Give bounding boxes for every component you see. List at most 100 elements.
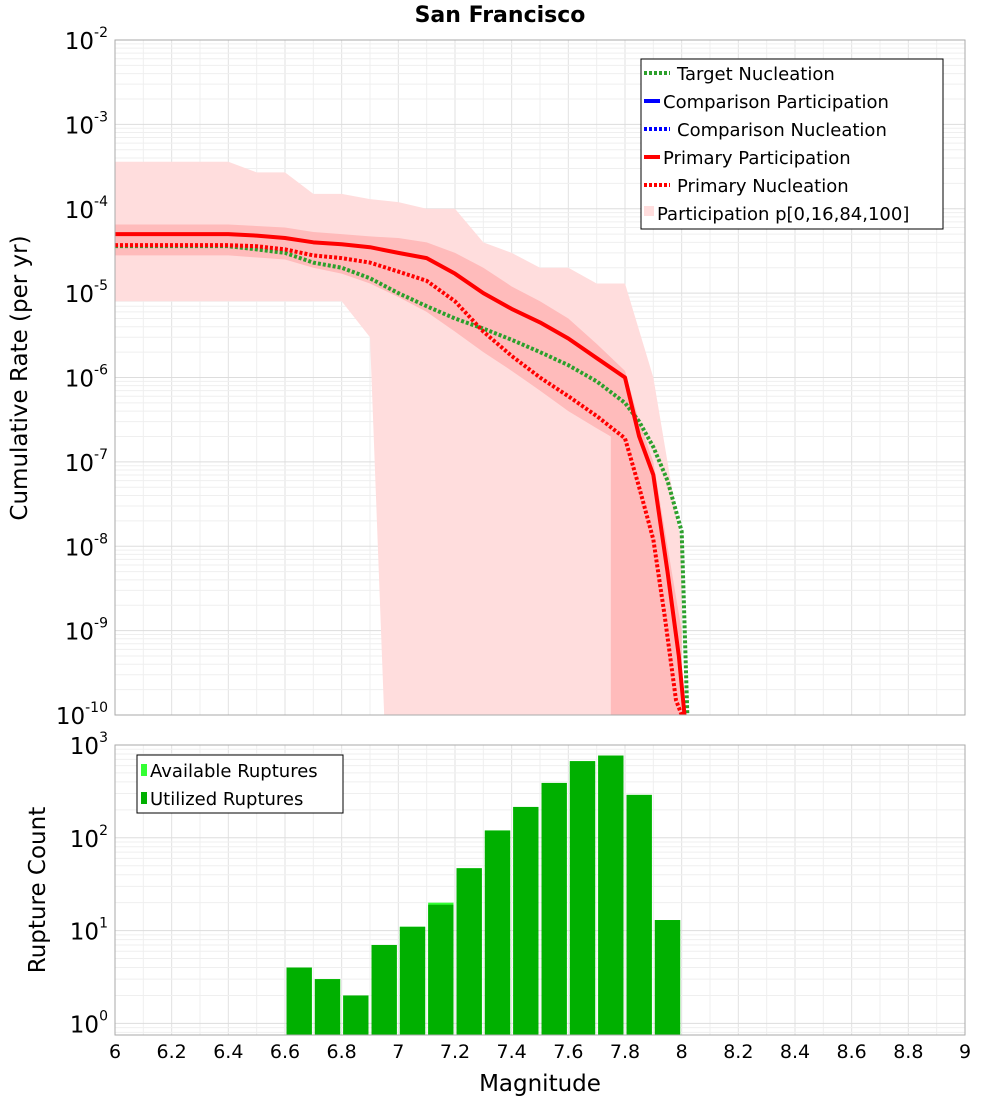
x-tick-label: 8.2 (723, 1041, 753, 1063)
count-y-axis-label: Rupture Count (25, 807, 51, 973)
bar-utilized-ruptures (654, 920, 681, 1035)
bar-utilized-ruptures (428, 904, 454, 1035)
rate-y-axis-label: Cumulative Rate (per yr) (7, 235, 33, 520)
legend-label-participation-bands: Participation p[0,16,84,100] (657, 204, 909, 225)
rate-y-tick-label: 10-3 (65, 109, 108, 139)
rate-y-tick-label: 10-5 (65, 278, 108, 308)
rate-y-tick-label-base: 10 (56, 704, 85, 730)
rupture-bars (286, 755, 681, 1035)
bar-utilized-ruptures (626, 794, 652, 1035)
x-tick-label: 6.6 (270, 1041, 300, 1063)
rate-y-tick-label-base: 10 (65, 535, 94, 561)
rate-y-tick-label-exponent: -4 (94, 194, 108, 210)
rate-y-tick-label-exponent: -6 (94, 363, 108, 379)
bar-utilized-ruptures (569, 761, 596, 1035)
chart-title: San Francisco (415, 3, 586, 28)
legend-label-target-nucleation: Target Nucleation (676, 64, 835, 85)
legend-swatch-participation-bands (644, 206, 654, 216)
rate-y-tick-label-base: 10 (65, 620, 94, 646)
rate-y-tick-label: 10-7 (65, 447, 108, 477)
count-y-tick-label-exponent: 2 (99, 823, 108, 839)
rate-y-tick-label: 10-10 (56, 700, 108, 730)
rate-y-tick-label-exponent: -5 (94, 278, 108, 294)
count-y-tick-label-base: 10 (70, 1012, 99, 1038)
x-tick-label: 6.2 (157, 1041, 187, 1063)
rate-series (115, 232, 690, 715)
legend-swatch-available-ruptures (141, 764, 147, 776)
rate-y-tick-label: 10-9 (65, 616, 108, 646)
rate-plot-frame (114, 39, 966, 716)
rate-y-tick-label: 10-2 (65, 25, 108, 55)
rate-y-tick-label-base: 10 (65, 282, 94, 308)
x-tick-label: 8.8 (893, 1041, 923, 1063)
rupture-count-plot (114, 744, 966, 1036)
participation-bands (115, 161, 682, 715)
rate-y-tick-label-exponent: -3 (94, 109, 108, 125)
rate-y-tick-label-base: 10 (65, 198, 94, 224)
x-tick-label: 8 (676, 1041, 688, 1063)
bar-utilized-ruptures (541, 782, 567, 1035)
x-tick-label: 7.8 (610, 1041, 640, 1063)
x-tick-label: 6.8 (327, 1041, 357, 1063)
bar-utilized-ruptures (513, 806, 539, 1035)
rate-legend-box (640, 58, 944, 230)
x-tick-label: 6.4 (213, 1041, 243, 1063)
bar-utilized-ruptures (286, 967, 312, 1035)
legend-label-comparison-nucleation: Comparison Nucleation (677, 120, 887, 141)
legend-label-primary-nucleation: Primary Nucleation (677, 176, 849, 197)
series-target-nucleation (115, 244, 690, 715)
legend-swatch-utilized-ruptures (141, 792, 147, 804)
rate-y-tick-label-base: 10 (65, 367, 94, 393)
x-axis-label: Magnitude (479, 1071, 601, 1097)
bar-utilized-ruptures (314, 979, 341, 1035)
rate-y-tick-label-exponent: -2 (94, 25, 108, 41)
series-primary-participation (115, 232, 687, 715)
count-y-tick-label-exponent: 0 (99, 1008, 108, 1024)
rate-y-tick-label-base: 10 (65, 113, 94, 139)
count-y-tick-label: 101 (70, 916, 108, 946)
bar-utilized-ruptures (598, 755, 624, 1035)
bar-utilized-ruptures (399, 926, 426, 1035)
x-tick-label: 7.2 (440, 1041, 470, 1063)
bar-utilized-ruptures (456, 868, 482, 1035)
bar-utilized-ruptures (343, 995, 369, 1035)
count-y-tick-label: 100 (70, 1008, 108, 1038)
rate-y-tick-label-exponent: -10 (85, 700, 108, 716)
rate-legend: Target Nucleation Comparison Participati… (640, 58, 944, 230)
count-y-tick-label-base: 10 (70, 920, 99, 946)
rate-y-tick-label-exponent: -9 (94, 616, 108, 632)
x-tick-label: 7.6 (553, 1041, 583, 1063)
x-tick-label: 7 (392, 1041, 404, 1063)
legend-label-utilized-ruptures: Utilized Ruptures (150, 789, 303, 810)
rate-y-tick-label-base: 10 (65, 451, 94, 477)
legend-label-primary-participation: Primary Participation (663, 148, 851, 169)
band-p0-p100 (115, 161, 682, 715)
x-tick-label: 8.4 (780, 1041, 810, 1063)
x-tick-label: 7.4 (497, 1041, 527, 1063)
count-y-tick-label-base: 10 (70, 734, 99, 760)
count-y-tick-label: 102 (70, 823, 108, 853)
x-tick-label: 9 (959, 1041, 971, 1063)
rate-y-tick-label: 10-8 (65, 531, 108, 561)
rate-y-tick-label-exponent: -8 (94, 531, 108, 547)
band-p16-p84 (115, 224, 682, 715)
count-y-tick-label-exponent: 3 (99, 730, 108, 746)
legend-label-available-ruptures: Available Ruptures (150, 761, 318, 782)
count-y-tick-label-exponent: 1 (99, 916, 108, 932)
rate-y-tick-label-base: 10 (65, 29, 94, 55)
rupture-legend: Available Ruptures Utilized Ruptures (136, 754, 344, 814)
bar-utilized-ruptures (371, 944, 397, 1035)
count-y-tick-label: 103 (70, 730, 108, 760)
legend-label-comparison-participation: Comparison Participation (663, 92, 889, 113)
x-tick-label: 8.6 (837, 1041, 867, 1063)
count-plot-frame (114, 744, 966, 1036)
x-tick-label: 6 (109, 1041, 121, 1063)
rate-plot (114, 39, 966, 716)
rate-y-tick-label: 10-4 (65, 194, 108, 224)
rate-y-tick-label-exponent: -7 (94, 447, 108, 463)
rate-y-tick-label: 10-6 (65, 363, 108, 393)
rupture-legend-box (136, 754, 344, 814)
bar-utilized-ruptures (484, 830, 511, 1035)
count-y-tick-label-base: 10 (70, 827, 99, 853)
